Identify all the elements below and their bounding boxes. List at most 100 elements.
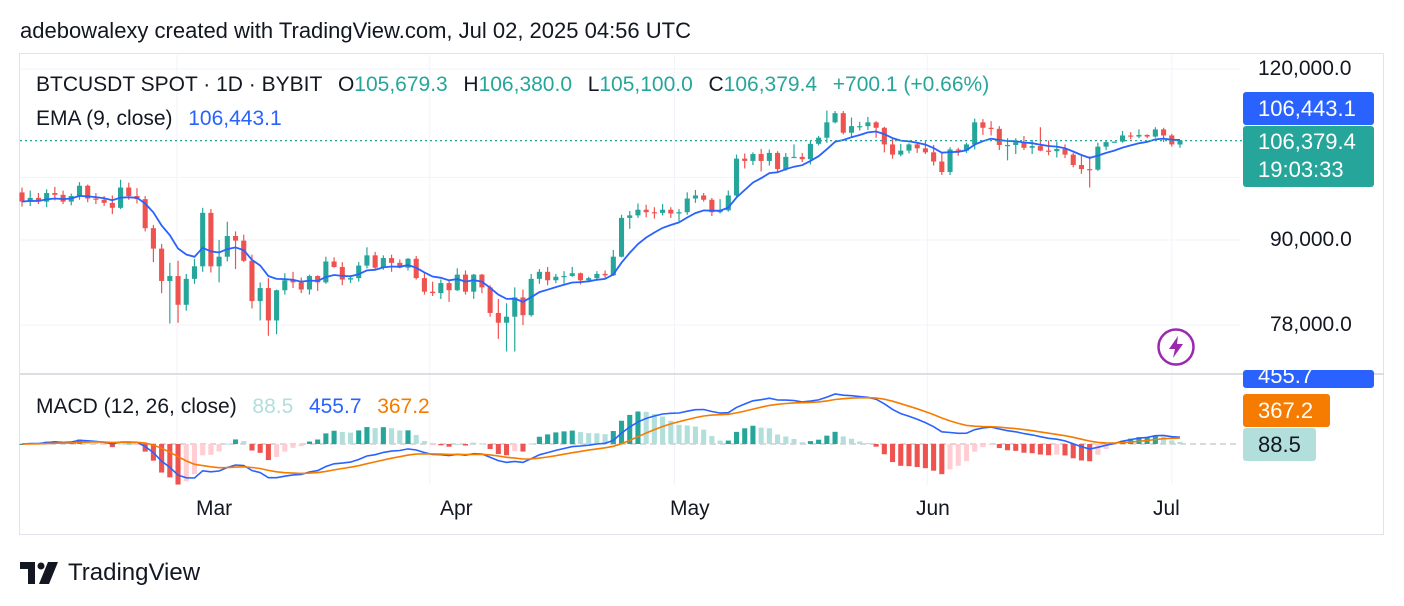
price-tick-78000: 78,000.0 — [1270, 313, 1352, 336]
candle-body — [692, 195, 698, 199]
macd-histogram-bar — [1046, 444, 1052, 456]
time-label-may: May — [670, 497, 710, 520]
macd-histogram-bar — [898, 444, 904, 466]
macd-histogram-bar — [1021, 444, 1027, 453]
macd-histogram-bar — [791, 438, 797, 444]
candle-body — [405, 258, 411, 268]
candle-body — [643, 209, 649, 213]
macd-histogram-bar — [914, 444, 920, 468]
macd-histogram-bar — [758, 427, 764, 444]
candle-body — [438, 283, 444, 294]
candle-body — [380, 258, 386, 268]
macd-histogram-bar — [479, 443, 485, 445]
candle-body — [947, 149, 953, 173]
candle-body — [857, 126, 863, 128]
macd-histogram-bar — [331, 430, 337, 444]
candle-body — [1037, 146, 1043, 151]
macd-histogram-bar — [1103, 444, 1109, 450]
candle-body — [832, 113, 838, 123]
macd-histogram-bar — [19, 444, 25, 445]
candle-body — [602, 273, 608, 276]
candle-body — [200, 212, 206, 267]
macd-histogram-bar — [1078, 444, 1084, 461]
macd-histogram-bar — [495, 444, 501, 455]
lightning-icon[interactable] — [1157, 328, 1195, 366]
macd-histogram-bar — [660, 416, 666, 444]
candle-body — [1004, 144, 1011, 147]
candle-body — [775, 152, 781, 170]
ema-label: EMA (9, close) — [36, 107, 173, 130]
candle-body — [931, 152, 937, 162]
macd-histogram-bar — [824, 435, 830, 444]
candle-body — [594, 273, 600, 279]
candle-body — [807, 143, 813, 160]
open-value: 105,679.3 — [354, 73, 448, 96]
macd-histogram-bar — [783, 436, 789, 444]
candle-body — [462, 274, 469, 292]
candle-body — [1054, 148, 1060, 152]
macd-histogram-bar — [931, 444, 937, 471]
macd-histogram-bar — [421, 441, 427, 444]
candle-body — [577, 273, 584, 281]
candle-body — [208, 212, 214, 267]
macd-histogram-bar — [413, 435, 419, 444]
macd-histogram-bar — [684, 425, 690, 444]
candle-body — [44, 193, 50, 202]
macd-hist-value: 88.5 — [252, 395, 294, 418]
candle-body — [922, 148, 928, 153]
ohlc-legend: BTCUSDT SPOT · 1D · BYBIT O105,679.3 H10… — [36, 73, 993, 97]
macd-histogram-bar — [528, 443, 534, 445]
macd-histogram-bar — [668, 420, 674, 444]
low-value: 105,100.0 — [599, 73, 693, 96]
candle-body — [290, 280, 296, 283]
macd-histogram-bar — [372, 428, 378, 444]
candle-body — [421, 278, 427, 292]
macd-legend: MACD (12, 26, close) 88.5 455.7 367.2 — [36, 395, 434, 419]
macd-histogram-bar — [742, 428, 748, 444]
macd-histogram-bar — [1095, 444, 1101, 455]
candle-body — [265, 288, 271, 321]
macd-histogram-bar — [750, 425, 756, 444]
macd-histogram-bar — [1029, 444, 1035, 454]
macd-histogram-bar — [1177, 441, 1183, 444]
candle-body — [660, 209, 666, 213]
macd-histogram-bar — [627, 414, 633, 444]
candle-body — [232, 236, 239, 241]
candle-body — [389, 258, 395, 263]
macd-histogram-bar — [438, 444, 444, 446]
macd-histogram-bar — [380, 427, 386, 444]
macd-histogram-bar — [799, 442, 805, 444]
candle-body — [865, 122, 871, 127]
macd-histogram-bar — [282, 444, 288, 452]
candle-body — [331, 261, 337, 267]
candle-body — [167, 276, 173, 281]
candle-body — [430, 291, 436, 294]
macd-histogram-bar — [175, 444, 181, 485]
candle-body — [347, 278, 354, 280]
macd-histogram-bar — [216, 444, 222, 452]
ema-line — [21, 130, 1181, 303]
candle-body — [545, 271, 551, 281]
macd-histogram-bar — [610, 431, 616, 444]
candle-body — [512, 297, 518, 317]
candle-body — [824, 122, 830, 138]
macd-histogram-bar — [577, 432, 584, 444]
macd-histogram-bar — [586, 433, 592, 444]
macd-histogram-bar — [676, 424, 682, 444]
macd-histogram-bar — [865, 443, 871, 445]
macd-histogram-bar — [972, 444, 978, 452]
candle-body — [906, 144, 912, 151]
price-tick-120000: 120,000.0 — [1258, 57, 1352, 80]
change-value: +700.1 (+0.66%) — [832, 73, 990, 96]
macd-histogram-bar — [356, 430, 362, 444]
macd-histogram-bar — [274, 444, 280, 457]
candle-body — [1046, 150, 1052, 152]
macd-histogram-bar — [553, 432, 559, 444]
candle-body — [282, 280, 288, 291]
candle-body — [1087, 169, 1093, 171]
macd-histogram-bar — [257, 444, 263, 453]
macd-label: MACD (12, 26, close) — [36, 395, 237, 418]
close-value: 106,379.4 — [723, 73, 818, 96]
macd-histogram-bar — [709, 436, 715, 444]
